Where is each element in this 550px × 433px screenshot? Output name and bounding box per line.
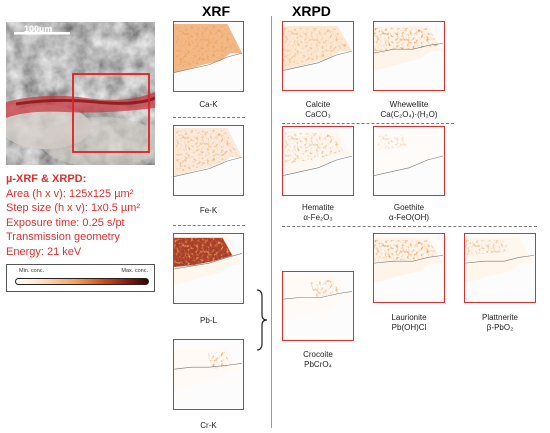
- colorbar-max-label: Max. conc.: [121, 268, 148, 274]
- mineral-name: Hematite: [301, 203, 334, 212]
- xrpd-label-plattnerite: Plattnerite β-PbO₂: [464, 313, 536, 333]
- xrpd-label-crocoite: Crocoite PbCrO₄: [282, 350, 354, 370]
- xrpd-label-laurionite: Laurionite Pb(OH)Cl: [373, 313, 445, 333]
- mineral-name: Whewellite: [389, 100, 429, 109]
- info-line: Energy: 21 keV: [6, 245, 82, 258]
- xrpd-map-plattnerite: [464, 233, 536, 303]
- mineral-formula: Ca(C₂O₄)·(H₂O): [380, 110, 438, 119]
- optical-micrograph: 100µm: [6, 22, 155, 165]
- mineral-formula: CaCO₃: [305, 110, 331, 119]
- xrpd-label-calcite: Calcite CaCO₃: [282, 100, 354, 120]
- xrpd-divider: [282, 226, 537, 227]
- info-line: Area (h x v): 125x125 µm²: [6, 187, 134, 200]
- colorbar-gradient: [15, 278, 149, 285]
- xrf-label-pb-l: Pb-L: [200, 316, 217, 325]
- mineral-name: Crocoite: [303, 350, 333, 359]
- xrf-map-cr-k: [173, 339, 244, 410]
- xrf-map-fe-k: [173, 125, 244, 196]
- xrpd-map-goethite: [373, 126, 445, 196]
- mineral-name: Calcite: [305, 100, 331, 109]
- xrpd-map-calcite: [282, 21, 354, 91]
- info-line: Transmission geometry: [6, 231, 120, 243]
- xrf-map-pb-l: [173, 233, 244, 304]
- mineral-name: Laurionite: [391, 313, 427, 322]
- xrpd-map-crocoite: [282, 271, 354, 341]
- info-line: Exposure time: 0.25 s/pt: [6, 216, 125, 229]
- mineral-formula: Pb(OH)Cl: [391, 323, 427, 332]
- mineral-name: Goethite: [393, 203, 425, 212]
- mineral-formula: PbCrO₄: [304, 360, 332, 369]
- xrpd-map-whewellite: [373, 21, 445, 91]
- xrpd-map-laurionite: [373, 233, 445, 303]
- info-line: Step size (h x v): 1x0.5 µm²: [6, 202, 141, 214]
- concentration-colorbar: Min. conc. Max. conc.: [6, 264, 155, 292]
- xrpd-header: XRPD: [292, 3, 331, 19]
- xrf-label-cr-k: Cr-K: [200, 421, 217, 430]
- mineral-formula: β-PbO₂: [486, 323, 514, 332]
- xrf-label-ca-k: Ca-K: [199, 100, 218, 109]
- xrf-map-ca-k: [173, 21, 244, 92]
- xrpd-label-goethite: Goethite α-FeO(OH): [373, 203, 445, 223]
- xrf-header: XRF: [202, 3, 230, 19]
- selection-rectangle: [72, 73, 150, 153]
- xrf-divider: [173, 225, 245, 226]
- brace-bracket: [256, 289, 268, 351]
- xrf-divider: [173, 117, 245, 118]
- xrpd-label-hematite: Hematite α-Fe₂O₃: [282, 203, 354, 223]
- mineral-formula: α-FeO(OH): [388, 213, 430, 222]
- xrpd-map-hematite: [282, 126, 354, 196]
- xrpd-divider: [282, 123, 454, 124]
- xrpd-label-whewellite: Whewellite Ca(C₂O₄)·(H₂O): [373, 100, 445, 120]
- xrf-label-fe-k: Fe-K: [199, 206, 218, 215]
- measurement-info: µ-XRF & XRPD: Area (h x v): 125x125 µm² …: [6, 172, 140, 259]
- xrf-xrpd-divider: [271, 16, 272, 428]
- info-title: µ-XRF & XRPD:: [6, 173, 87, 185]
- scale-bar-label: 100µm: [24, 24, 53, 34]
- mineral-name: Plattnerite: [481, 313, 519, 322]
- scale-bar: [14, 32, 70, 35]
- colorbar-min-label: Min. conc.: [19, 268, 45, 274]
- mineral-formula: α-Fe₂O₃: [303, 213, 333, 222]
